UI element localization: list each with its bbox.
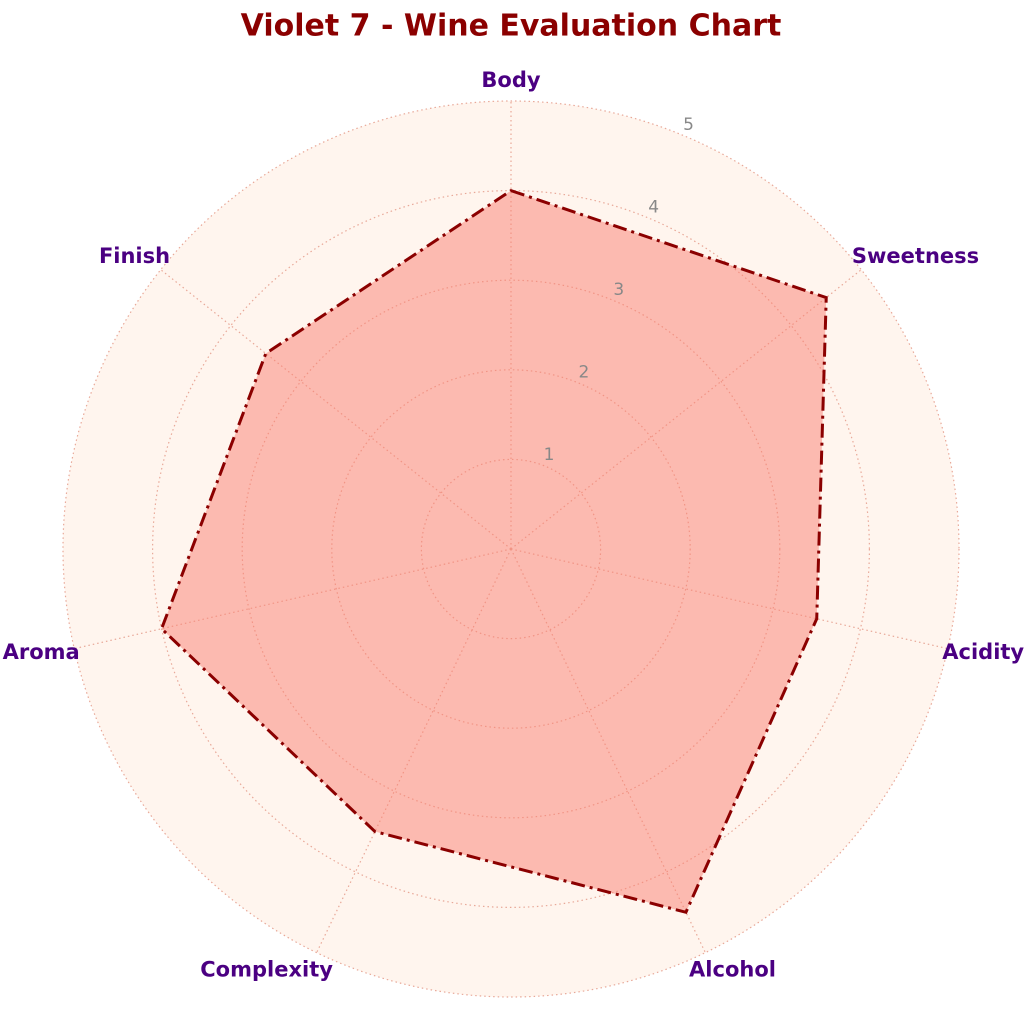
category-label: Alcohol xyxy=(689,958,776,982)
r-tick-label: 5 xyxy=(683,115,694,135)
r-tick-label: 2 xyxy=(578,363,589,383)
r-tick-label: 3 xyxy=(613,280,624,300)
category-label: Body xyxy=(481,68,540,92)
r-tick-label: 4 xyxy=(648,198,659,218)
category-label: Sweetness xyxy=(852,244,979,268)
chart-title: Violet 7 - Wine Evaluation Chart xyxy=(241,9,782,44)
r-tick-label: 1 xyxy=(544,445,555,465)
category-label: Acidity xyxy=(942,640,1024,664)
category-label: Aroma xyxy=(3,640,80,664)
data-area xyxy=(159,188,828,915)
category-label: Finish xyxy=(99,244,170,268)
grid-circle xyxy=(62,100,960,998)
category-label: Complexity xyxy=(200,958,333,982)
